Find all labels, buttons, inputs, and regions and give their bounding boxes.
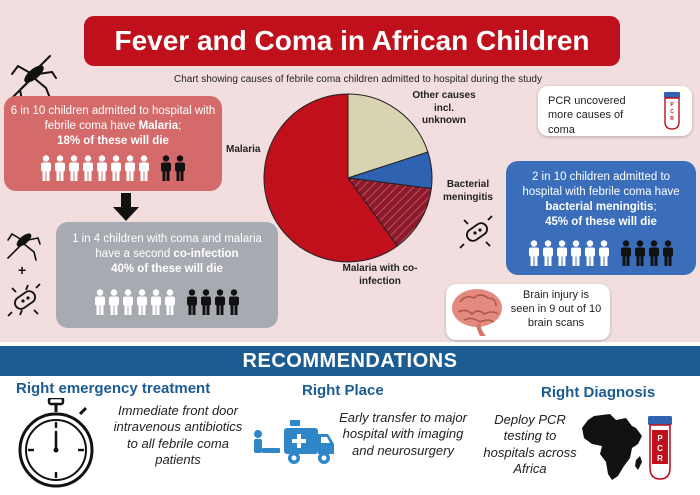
person-icon-light xyxy=(69,155,79,181)
person-icon-light xyxy=(137,289,147,315)
person-icon-light xyxy=(599,240,609,266)
brain-card: Brain injury is seen in 9 out of 10 brai… xyxy=(446,284,610,340)
pcr-card: PCR uncovered more causes of coma P C R xyxy=(538,86,692,136)
person-icon-dark xyxy=(201,289,211,315)
brain-icon xyxy=(452,289,502,336)
down-arrow-icon xyxy=(113,193,139,221)
person-icon-light xyxy=(585,240,595,266)
person-icon-light xyxy=(41,155,51,181)
stopwatch-icon xyxy=(18,398,94,488)
person-icon-dark xyxy=(649,240,659,266)
bacteria-icon xyxy=(7,283,41,317)
person-icon-dark xyxy=(215,289,225,315)
rec-text-diagnosis: Deploy PCR testing to hospitals across A… xyxy=(483,412,577,476)
bacterial-people-icons xyxy=(514,240,688,266)
rec-text-place: Early transfer to major hospital with im… xyxy=(339,410,467,458)
person-icon-dark xyxy=(161,155,171,181)
pie-label-other: Other causes incl. unknown xyxy=(412,90,476,126)
malaria-card: 6 in 10 children admitted to hospital wi… xyxy=(4,96,222,191)
malaria-emphasis: Malaria xyxy=(138,119,179,132)
person-icon-light xyxy=(123,289,133,315)
chart-subtitle: Chart showing causes of febrile coma chi… xyxy=(174,74,542,85)
svg-text:P: P xyxy=(670,102,674,108)
recommendations-banner: RECOMMENDATIONS xyxy=(0,346,700,376)
person-icon-dark xyxy=(229,289,239,315)
bacterial-mortality: 45% of these will die xyxy=(545,215,657,228)
person-icon-light xyxy=(83,155,93,181)
svg-text:R: R xyxy=(670,116,674,122)
coinfection-mortality: 40% of these will die xyxy=(111,262,223,275)
pie-slice-other-causes-incl-unknown xyxy=(347,93,429,179)
coinfection-people-icons xyxy=(62,289,272,315)
person-icon-dark xyxy=(663,240,673,266)
plus-sign: + xyxy=(18,262,27,278)
svg-text:R: R xyxy=(657,454,663,463)
person-icon-light xyxy=(95,289,105,315)
coinfection-card: 1 in 4 children with coma and malaria ha… xyxy=(56,222,278,328)
person-icon-light xyxy=(151,289,161,315)
person-icon-light xyxy=(111,155,121,181)
page-title: Fever and Coma in African Children xyxy=(84,16,620,66)
svg-text:C: C xyxy=(657,444,663,453)
pie-label-bacterial: Bacterial meningitis xyxy=(442,179,493,203)
person-icon-light xyxy=(55,155,65,181)
person-icon-light xyxy=(125,155,135,181)
malaria-mortality: 18% of these will die xyxy=(57,134,169,147)
svg-text:C: C xyxy=(670,109,674,115)
person-icon-dark xyxy=(187,289,197,315)
rec-text-emergency: Immediate front door intravenous antibio… xyxy=(113,403,243,467)
person-icon-dark xyxy=(175,155,185,181)
person-icon-dark xyxy=(621,240,631,266)
causes-pie-chart xyxy=(263,93,433,263)
mosquito-small-icon xyxy=(7,232,41,261)
person-icon-light xyxy=(557,240,567,266)
person-icon-light xyxy=(571,240,581,266)
person-icon-light xyxy=(139,155,149,181)
malaria-people-icons xyxy=(10,155,216,181)
rec-heading-emergency: Right emergency treatment xyxy=(16,380,211,397)
person-icon-light xyxy=(109,289,119,315)
svg-text:P: P xyxy=(657,434,663,443)
person-icon-dark xyxy=(635,240,645,266)
pie-label-coinfection: Malaria with co-infection xyxy=(342,263,418,287)
bacteria-icon-right xyxy=(459,215,493,249)
rec-heading-diagnosis: Right Diagnosis xyxy=(541,384,656,401)
pcr-tube-icon-bottom: P C R xyxy=(648,416,672,480)
person-icon-light xyxy=(97,155,107,181)
africa-map-icon xyxy=(582,414,642,480)
rec-heading-place: Right Place xyxy=(302,382,384,399)
pcr-tube-icon: P C R xyxy=(664,92,680,130)
bacterial-emphasis: bacterial meningitis xyxy=(545,200,654,213)
coinfection-emphasis: co-infection xyxy=(173,247,239,260)
person-icon-light xyxy=(543,240,553,266)
pie-slice-malaria xyxy=(263,93,399,263)
pie-slice-malaria-with-co-infection xyxy=(346,177,432,247)
pie-label-malaria: Malaria xyxy=(226,144,261,155)
person-icon-light xyxy=(165,289,175,315)
person-icon-light xyxy=(529,240,539,266)
bacterial-card: 2 in 10 children admitted to hospital wi… xyxy=(506,161,696,275)
ambulance-icon xyxy=(254,420,334,464)
